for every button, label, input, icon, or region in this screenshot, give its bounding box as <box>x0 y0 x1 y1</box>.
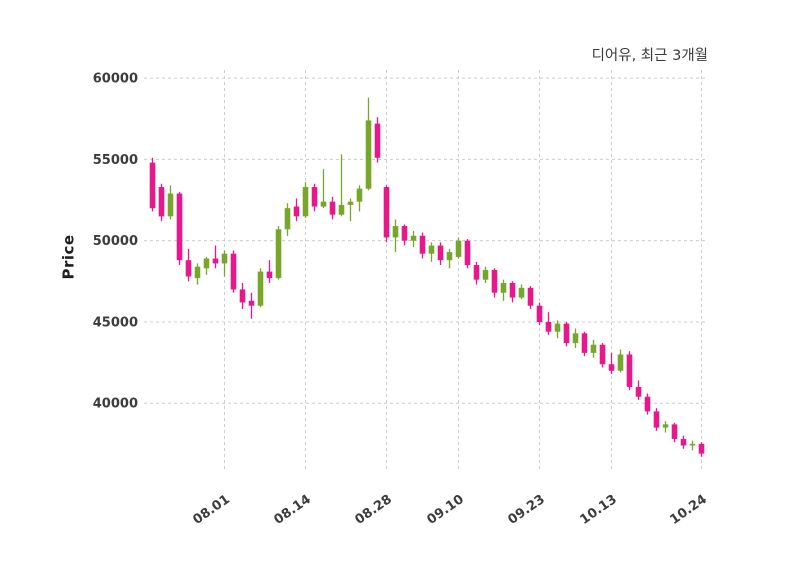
candle-body <box>626 354 633 387</box>
candle-body <box>329 201 336 215</box>
candle-body <box>248 300 255 306</box>
candle-body <box>680 438 687 446</box>
candle-body <box>167 193 174 217</box>
y-tick-label: 60000 <box>93 72 138 87</box>
candle-body <box>518 287 525 298</box>
candle-body <box>698 443 705 454</box>
candle-body <box>185 260 192 277</box>
candle-body <box>356 188 363 202</box>
candle-body <box>608 364 615 371</box>
candle-body <box>284 208 291 230</box>
candle-body <box>446 252 453 261</box>
x-tick-label: 10.24 <box>668 492 710 528</box>
candle-body <box>455 240 462 257</box>
candle-body <box>509 282 516 298</box>
candle-body <box>239 289 246 303</box>
y-tick-label: 50000 <box>93 234 138 249</box>
candle-body <box>338 204 345 215</box>
candle-body <box>554 323 561 332</box>
candle-body <box>212 258 219 264</box>
candle-body <box>491 269 498 293</box>
candle-body <box>671 424 678 439</box>
candle-body <box>590 344 597 353</box>
candle-body <box>635 386 642 397</box>
x-tick-label: 09.23 <box>506 492 548 528</box>
y-tick-label: 40000 <box>93 397 138 412</box>
candle-body <box>401 226 408 241</box>
candle-body <box>410 235 417 241</box>
candle-body <box>194 266 201 279</box>
candle-body <box>662 424 669 428</box>
candle-body <box>599 344 606 365</box>
candle-body <box>149 162 156 209</box>
candle-body <box>320 201 327 207</box>
candle-body <box>473 265 480 280</box>
chart-title: 디어유, 최근 3개월 <box>591 48 708 64</box>
candle-body <box>437 245 444 261</box>
candle-body <box>527 287 534 306</box>
candle-body <box>374 123 381 158</box>
x-tick-label: 10.13 <box>578 492 620 528</box>
candle-body <box>581 333 588 353</box>
candle-body <box>293 206 300 217</box>
x-tick-label: 08.01 <box>191 492 233 528</box>
candle-body <box>653 411 660 428</box>
candle-body <box>545 321 552 332</box>
candle-body <box>302 187 309 217</box>
x-tick-label: 08.14 <box>272 492 314 528</box>
candle-body <box>221 253 228 264</box>
candle-body <box>644 396 651 412</box>
candle-body <box>383 187 390 238</box>
candle-body <box>464 240 471 266</box>
candle-body <box>275 229 282 279</box>
candle-body <box>392 226 399 238</box>
candle-body <box>428 245 435 254</box>
candle-body <box>230 253 237 290</box>
candle-body <box>257 271 264 306</box>
candle-body <box>500 282 507 293</box>
candle-body <box>176 193 183 261</box>
y-tick-label: 55000 <box>93 153 138 168</box>
candle-body <box>203 258 210 269</box>
candle-body <box>419 235 426 254</box>
candle-body <box>158 187 165 217</box>
x-tick-label: 09.10 <box>425 492 467 528</box>
candle-body <box>365 120 372 189</box>
candle-body <box>689 443 696 446</box>
x-tick-label: 08.28 <box>353 492 395 528</box>
candle-body <box>311 187 318 207</box>
y-tick-label: 45000 <box>93 315 138 330</box>
candle-body <box>563 323 570 344</box>
candle-body <box>572 333 579 344</box>
candle-body <box>266 271 273 279</box>
candle-body <box>536 305 543 322</box>
candle-body <box>617 354 624 371</box>
candle-body <box>482 269 489 280</box>
candle-body <box>347 201 354 205</box>
